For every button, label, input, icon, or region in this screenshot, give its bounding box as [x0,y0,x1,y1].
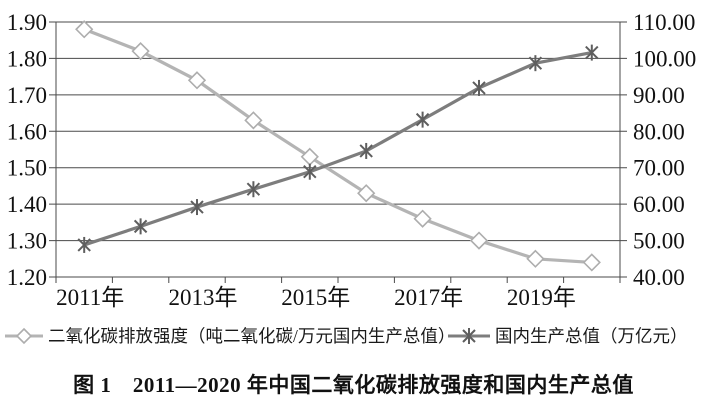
legend-item-co2-intensity: 二氧化碳排放强度（吨二氧化碳/万元国内生产总值） [5,323,455,348]
legend-item-gdp: 国内生产总值（万亿元） [448,323,688,348]
legend-label-gdp: 国内生产总值（万亿元） [495,326,688,346]
svg-text:100.00: 100.00 [633,46,696,71]
svg-text:1.60: 1.60 [7,119,47,144]
svg-text:2017年: 2017年 [394,285,463,310]
svg-text:70.00: 70.00 [633,156,685,181]
svg-text:1.70: 1.70 [7,83,47,108]
svg-text:1.40: 1.40 [7,192,47,217]
svg-text:90.00: 90.00 [633,83,685,108]
svg-text:1.50: 1.50 [7,156,47,181]
figure-caption: 图 1 2011—2020 年中国二氧化碳排放强度和国内生产总值 [73,373,634,397]
svg-text:1.90: 1.90 [7,10,47,35]
svg-text:60.00: 60.00 [633,192,685,217]
svg-text:1.20: 1.20 [7,265,47,290]
svg-text:40.00: 40.00 [633,265,685,290]
svg-text:2013年: 2013年 [169,285,238,310]
svg-text:80.00: 80.00 [633,119,685,144]
chart-legend: 二氧化碳排放强度（吨二氧化碳/万元国内生产总值） 国内生产总值（万亿元） [0,314,707,358]
svg-text:110.00: 110.00 [633,10,695,35]
diamond-series-marker-icon [5,327,43,344]
line-chart: 1.20 40.00 1.30 50.00 1.40 60.00 1.50 70.00 1.60… [7,10,697,310]
svg-text:1.80: 1.80 [7,46,47,71]
svg-text:1.30: 1.30 [7,229,47,254]
svg-text:50.00: 50.00 [633,229,685,254]
legend-label-co2-intensity: 二氧化碳排放强度（吨二氧化碳/万元国内生产总值） [48,326,456,346]
svg-text:2019年: 2019年 [507,285,576,310]
svg-text:2015年: 2015年 [281,285,350,310]
asterisk-series-marker-icon [448,327,490,344]
svg-text:2011年: 2011年 [56,285,124,310]
